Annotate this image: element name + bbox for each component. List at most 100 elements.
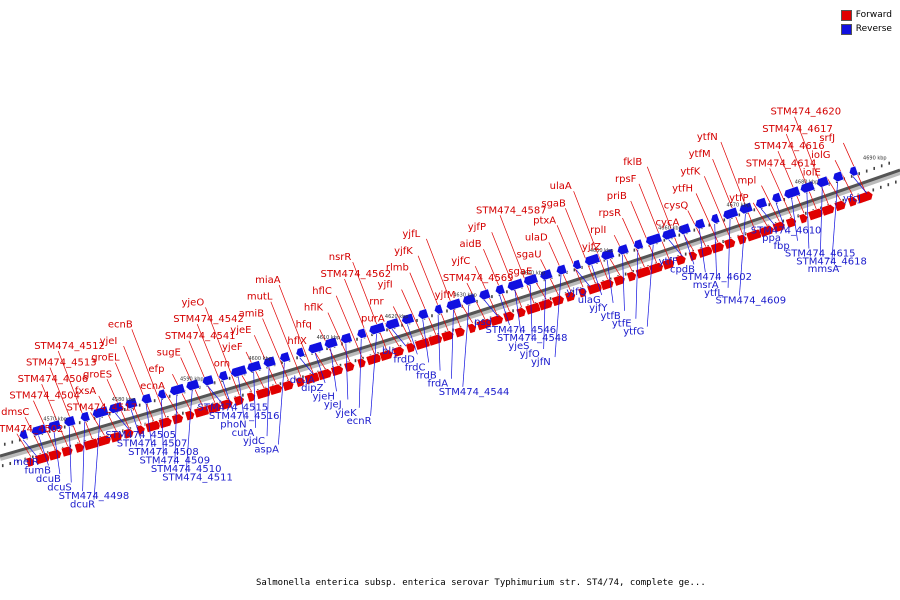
gene-label[interactable]: ytfB [600,311,620,322]
gene-arrow-STM474_4509[interactable] [156,388,167,400]
gene-arrow-yjeH[interactable] [323,336,339,349]
gene-label[interactable]: STM474_4504 [9,391,80,402]
gene-label[interactable]: yjdC [243,436,265,447]
gene-label[interactable]: iolG [811,150,830,161]
gene-label[interactable]: yjeH [313,391,335,402]
gene-arrow-dcuR[interactable] [91,405,110,419]
gene-label[interactable]: ptxA [533,215,556,226]
gene-label[interactable]: ecnB [108,319,133,330]
gene-arrow-ytfH[interactable] [710,241,725,255]
gene-arrow-aspA[interactable] [278,351,291,364]
gene-arrow-STM474_4614[interactable] [785,217,798,229]
gene-arrow-purA[interactable] [392,345,405,358]
gene-label[interactable]: ytfH [672,183,693,194]
gene-label[interactable]: ulaG [578,295,601,306]
gene-label[interactable]: phoN [220,419,246,430]
gene-arrow-yjfM[interactable] [467,322,477,334]
gene-arrow-orn[interactable] [246,391,257,403]
gene-arrow-yjeJ[interactable] [339,332,353,345]
gene-arrow-frdD[interactable] [400,312,415,325]
gene-label[interactable]: STM474_4515 [198,403,269,414]
gene-label[interactable]: hflX [287,336,307,347]
gene-arrow-ulaG[interactable] [583,253,601,266]
gene-arrow-ulaA[interactable] [599,278,615,291]
gene-arrow-hflK[interactable] [343,361,356,373]
gene-label[interactable]: ecnR [347,416,372,427]
gene-label[interactable]: STM474_4506 [18,374,89,385]
gene-label[interactable]: STM474_4587 [476,205,547,216]
gene-label[interactable]: purA [361,313,385,324]
gene-label[interactable]: groEL [91,353,120,364]
gene-label[interactable]: priB [607,191,627,202]
gene-arrow-STM474_4562[interactable] [365,352,383,366]
gene-arrow-STM474_4508[interactable] [140,393,153,405]
gene-label[interactable]: STM474_4508 [128,447,199,458]
gene-label[interactable]: sugE [157,347,181,358]
gene-label[interactable]: yjeS [508,341,529,352]
gene-arrow-ytfP[interactable] [758,224,775,238]
gene-arrow-STM474_4548[interactable] [506,277,525,292]
gene-label[interactable]: STM474_4616 [754,141,825,152]
gene-arrow-fklB[interactable] [674,254,687,266]
gene-label[interactable]: orn [214,359,230,370]
gene-arrow-STM474_4569[interactable] [476,317,493,331]
gene-arrow-ytfE[interactable] [632,238,644,250]
gene-label[interactable]: STM474_4569 [443,273,514,284]
gene-label[interactable]: frdB [416,371,437,382]
gene-label[interactable]: yjfN [531,357,551,368]
gene-label[interactable]: sgaE [508,266,532,277]
gene-label[interactable]: dcuA [290,375,315,386]
gene-label[interactable]: rplI [590,225,606,236]
gene-arrow-yjfL[interactable] [453,326,466,339]
gene-label[interactable]: mmsA [808,264,840,275]
gene-label[interactable]: yfcJ [843,194,861,205]
legend-forward[interactable]: Forward [840,8,892,22]
gene-label[interactable]: STM474_4513 [26,358,97,369]
gene-label[interactable]: ytfN [697,132,718,143]
gene-arrow-cysQ[interactable] [696,245,714,259]
gene-arrow-yjeS[interactable] [522,273,539,287]
gene-label[interactable]: ulaD [525,232,548,243]
gene-label[interactable]: STM474_4618 [796,256,867,267]
gene-label[interactable]: ytfM [689,149,711,160]
gene-label[interactable]: STM474_4541 [165,331,236,342]
gene-arrow-STM474_4615[interactable] [799,180,816,194]
gene-arrow-dcuS[interactable] [63,415,77,428]
gene-label[interactable]: STM474_4546 [486,325,557,336]
gene-arrow-melR[interactable] [18,429,29,440]
gene-arrow-yjfC[interactable] [489,314,505,327]
gene-label[interactable]: dmsC [1,407,29,418]
gene-arrow-STM474_4517[interactable] [96,434,113,448]
gene-label[interactable]: STM474_4502 [0,424,63,435]
gene-arrow-dcuA[interactable] [295,346,306,358]
gene-arrow-STM474_4498[interactable] [79,411,91,423]
gene-arrow-amiB[interactable] [281,380,295,392]
gene-label[interactable]: STM474_4548 [497,333,568,344]
gene-label[interactable]: fbp [774,241,790,252]
gene-arrow-STM474_4617[interactable] [807,207,825,221]
gene-label[interactable]: hflK [304,303,324,314]
gene-arrow-mmsA[interactable] [831,170,845,183]
gene-arrow-mutL[interactable] [294,376,306,388]
gene-label[interactable]: mutL [247,292,273,303]
gene-label[interactable]: sgaU [517,249,542,260]
gene-label[interactable]: msrA [693,280,719,291]
gene-arrow-yjfQ[interactable] [571,259,582,270]
gene-label[interactable]: ytfL [704,288,723,299]
gene-arrow-STM474_4510[interactable] [168,383,186,396]
gene-arrow-sgaU[interactable] [551,294,565,307]
gene-label[interactable]: srfJ [819,133,835,144]
gene-label[interactable]: cysQ [664,201,689,212]
gene-label[interactable]: rlmb [386,263,409,274]
gene-label[interactable]: melR [13,457,39,468]
gene-arrow-yfcJ[interactable] [848,165,859,177]
gene-label[interactable]: ytfK [680,166,700,177]
gene-label[interactable]: aspA [254,444,279,455]
gene-label[interactable]: blc [382,346,397,357]
gene-label[interactable]: cutA [232,428,255,439]
gene-label[interactable]: sgaB [541,198,566,209]
gene-label[interactable]: ytfG [623,327,644,338]
gene-label[interactable]: miaA [255,275,281,286]
gene-label[interactable]: dcuR [70,500,95,511]
gene-label[interactable]: ppa [762,233,781,244]
